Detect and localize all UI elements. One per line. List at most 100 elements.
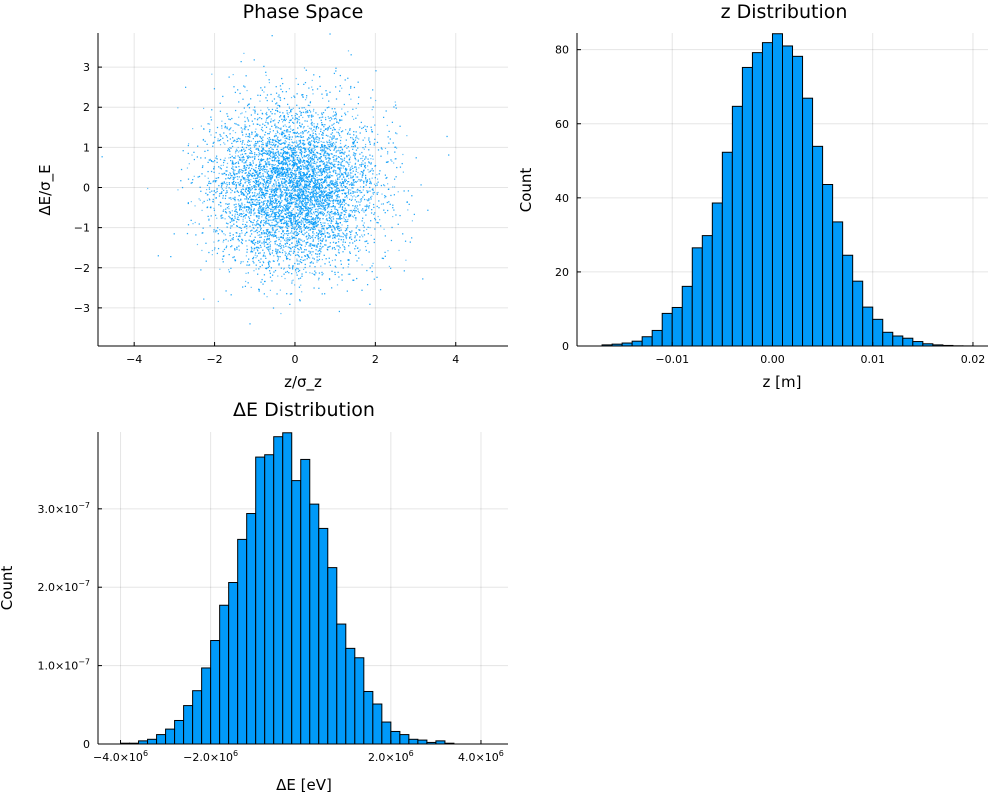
- phase-space-point: [321, 151, 323, 153]
- phase-space-point: [340, 174, 342, 176]
- phase-space-point: [335, 222, 337, 225]
- phase-space-point: [249, 202, 251, 204]
- phase-space-point: [311, 221, 313, 224]
- phase-space-point: [217, 240, 219, 242]
- phase-space-point: [233, 172, 235, 174]
- phase-space-point: [257, 234, 259, 236]
- phase-space-point: [328, 153, 330, 155]
- phase-space-point: [376, 178, 379, 180]
- phase-space-point: [292, 226, 294, 229]
- phase-space-point: [303, 147, 305, 149]
- phase-space-point: [317, 211, 319, 214]
- phase-space-point: [295, 231, 297, 233]
- phase-space-point: [177, 107, 179, 109]
- phase-space-point: [268, 239, 271, 241]
- phase-space-point: [345, 236, 347, 238]
- phase-space-point: [213, 241, 215, 243]
- phase-space-point: [368, 190, 370, 192]
- phase-space-point: [243, 52, 245, 55]
- phase-space-point: [242, 210, 244, 212]
- phase-space-point: [245, 280, 247, 283]
- phase-space-point: [255, 196, 257, 198]
- phase-space-point: [377, 133, 379, 136]
- phase-space-point: [314, 218, 316, 220]
- phase-space-point: [275, 157, 277, 159]
- phase-space-point: [297, 220, 299, 222]
- phase-space-point: [330, 141, 332, 143]
- phase-space-point: [296, 183, 298, 185]
- phase-space-point: [277, 195, 279, 197]
- phase-space-point: [258, 151, 260, 154]
- phase-space-point: [217, 300, 219, 303]
- phase-space-point: [329, 182, 331, 184]
- phase-space-point: [284, 277, 286, 280]
- phase-space-point: [355, 107, 357, 110]
- phase-space-point: [232, 130, 234, 132]
- phase-space-point: [254, 224, 256, 226]
- phase-space-point: [266, 212, 268, 214]
- phase-space-point: [341, 87, 343, 89]
- phase-space-point: [341, 149, 344, 151]
- phase-space-point: [347, 50, 350, 52]
- phase-space-point: [190, 201, 192, 203]
- phase-space-point: [290, 178, 293, 181]
- phase-space-point: [337, 232, 339, 235]
- phase-space-point: [345, 216, 347, 218]
- phase-space-point: [348, 177, 350, 180]
- phase-space-point: [306, 165, 308, 167]
- phase-space-point: [322, 147, 324, 149]
- phase-space-point: [330, 191, 332, 193]
- phase-space-point: [376, 174, 378, 176]
- phase-space-point: [246, 200, 249, 202]
- phase-space-point: [248, 166, 250, 168]
- phase-space-point: [334, 189, 336, 191]
- phase-space-point: [317, 165, 319, 167]
- phase-space-point: [306, 178, 308, 180]
- phase-space-point: [253, 214, 255, 216]
- phase-space-point: [301, 143, 304, 145]
- phase-space-point: [322, 195, 324, 197]
- phase-space-point: [303, 168, 305, 170]
- phase-space-point: [200, 125, 202, 127]
- phase-space-point: [312, 225, 314, 227]
- phase-space-point: [290, 250, 292, 252]
- phase-space-point: [280, 127, 282, 129]
- phase-space-point: [275, 167, 278, 169]
- phase-space-point: [282, 244, 284, 247]
- phase-space-point: [361, 157, 363, 160]
- phase-space-point: [299, 228, 301, 231]
- phase-space-point: [264, 212, 266, 214]
- phase-space-point: [215, 180, 218, 182]
- phase-space-point: [360, 157, 362, 160]
- phase-space-point: [345, 236, 348, 239]
- phase-space-point: [308, 114, 311, 117]
- phase-space-point: [282, 195, 284, 197]
- phase-space-point: [233, 171, 235, 173]
- phase-space-point: [355, 196, 357, 198]
- phase-space-point: [328, 148, 331, 150]
- phase-space-point: [326, 157, 328, 159]
- phase-space-point: [298, 206, 300, 208]
- phase-space-point: [402, 171, 404, 173]
- phase-space-point: [290, 138, 293, 141]
- phase-space-point: [302, 151, 304, 153]
- phase-space-point: [302, 240, 304, 243]
- phase-space-point: [313, 123, 315, 125]
- phase-space-point: [363, 148, 365, 150]
- phase-space-point: [229, 153, 231, 156]
- phase-space-point: [293, 190, 296, 192]
- phase-space-point: [274, 119, 276, 121]
- phase-space-point: [325, 219, 327, 221]
- phase-space-point: [340, 172, 342, 174]
- phase-space-point: [349, 161, 351, 163]
- phase-space-point: [279, 178, 282, 180]
- phase-space-point: [238, 116, 240, 118]
- phase-space-point: [339, 142, 342, 145]
- phase-space-point: [272, 211, 274, 214]
- phase-space-point: [354, 162, 357, 164]
- phase-space-point: [309, 213, 311, 215]
- phase-space-point: [310, 127, 312, 129]
- phase-space-point: [308, 138, 310, 140]
- phase-space-point: [329, 180, 331, 182]
- phase-space-point: [232, 220, 234, 222]
